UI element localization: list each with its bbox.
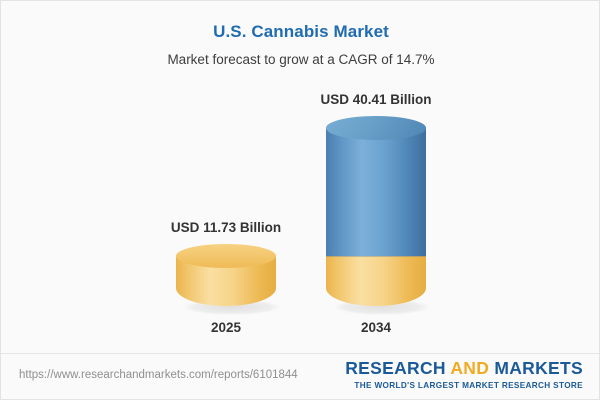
- chart-subtitle: Market forecast to grow at a CAGR of 14.…: [167, 52, 435, 67]
- chart-plot-area: USD 11.73 Billion 2025 USD 40.41 Billion: [1, 81, 599, 346]
- cylinder-2034-body: [326, 128, 426, 256]
- logo-wordmark: RESEARCH AND MARKETS: [345, 358, 583, 379]
- bar-2034[interactable]: USD 40.41 Billion 2034: [320, 92, 431, 335]
- brand-logo[interactable]: RESEARCH AND MARKETS THE WORLD'S LARGEST…: [345, 358, 583, 390]
- footer-divider: [1, 353, 599, 354]
- bar-2025[interactable]: USD 11.73 Billion 2025: [171, 220, 281, 335]
- cylinder-2025-top-cap: [176, 244, 276, 268]
- bar-2025-value-label: USD 11.73 Billion: [170, 220, 282, 235]
- page-title: U.S. Cannabis Market: [213, 22, 389, 41]
- cylinder-2034-top-cap: [326, 116, 426, 140]
- logo-tagline: THE WORLD'S LARGEST MARKET RESEARCH STOR…: [354, 381, 583, 390]
- cylinder-2025-shape: [176, 244, 280, 315]
- axis-label-2025: 2025: [210, 320, 242, 335]
- cylinder-2034-segment-divider: [326, 256, 426, 257]
- cylinder-2034-shape: [326, 116, 430, 315]
- report-url[interactable]: https://www.researchandmarkets.com/repor…: [19, 369, 298, 381]
- logo-word-markets: MARKETS: [494, 358, 583, 378]
- logo-word-research: RESEARCH: [345, 358, 446, 378]
- bar-2034-value-label: USD 40.41 Billion: [320, 92, 432, 107]
- logo-word-and: AND: [450, 358, 490, 378]
- axis-label-2034: 2034: [360, 320, 392, 335]
- cylinder-2034-base-segment: [326, 256, 426, 306]
